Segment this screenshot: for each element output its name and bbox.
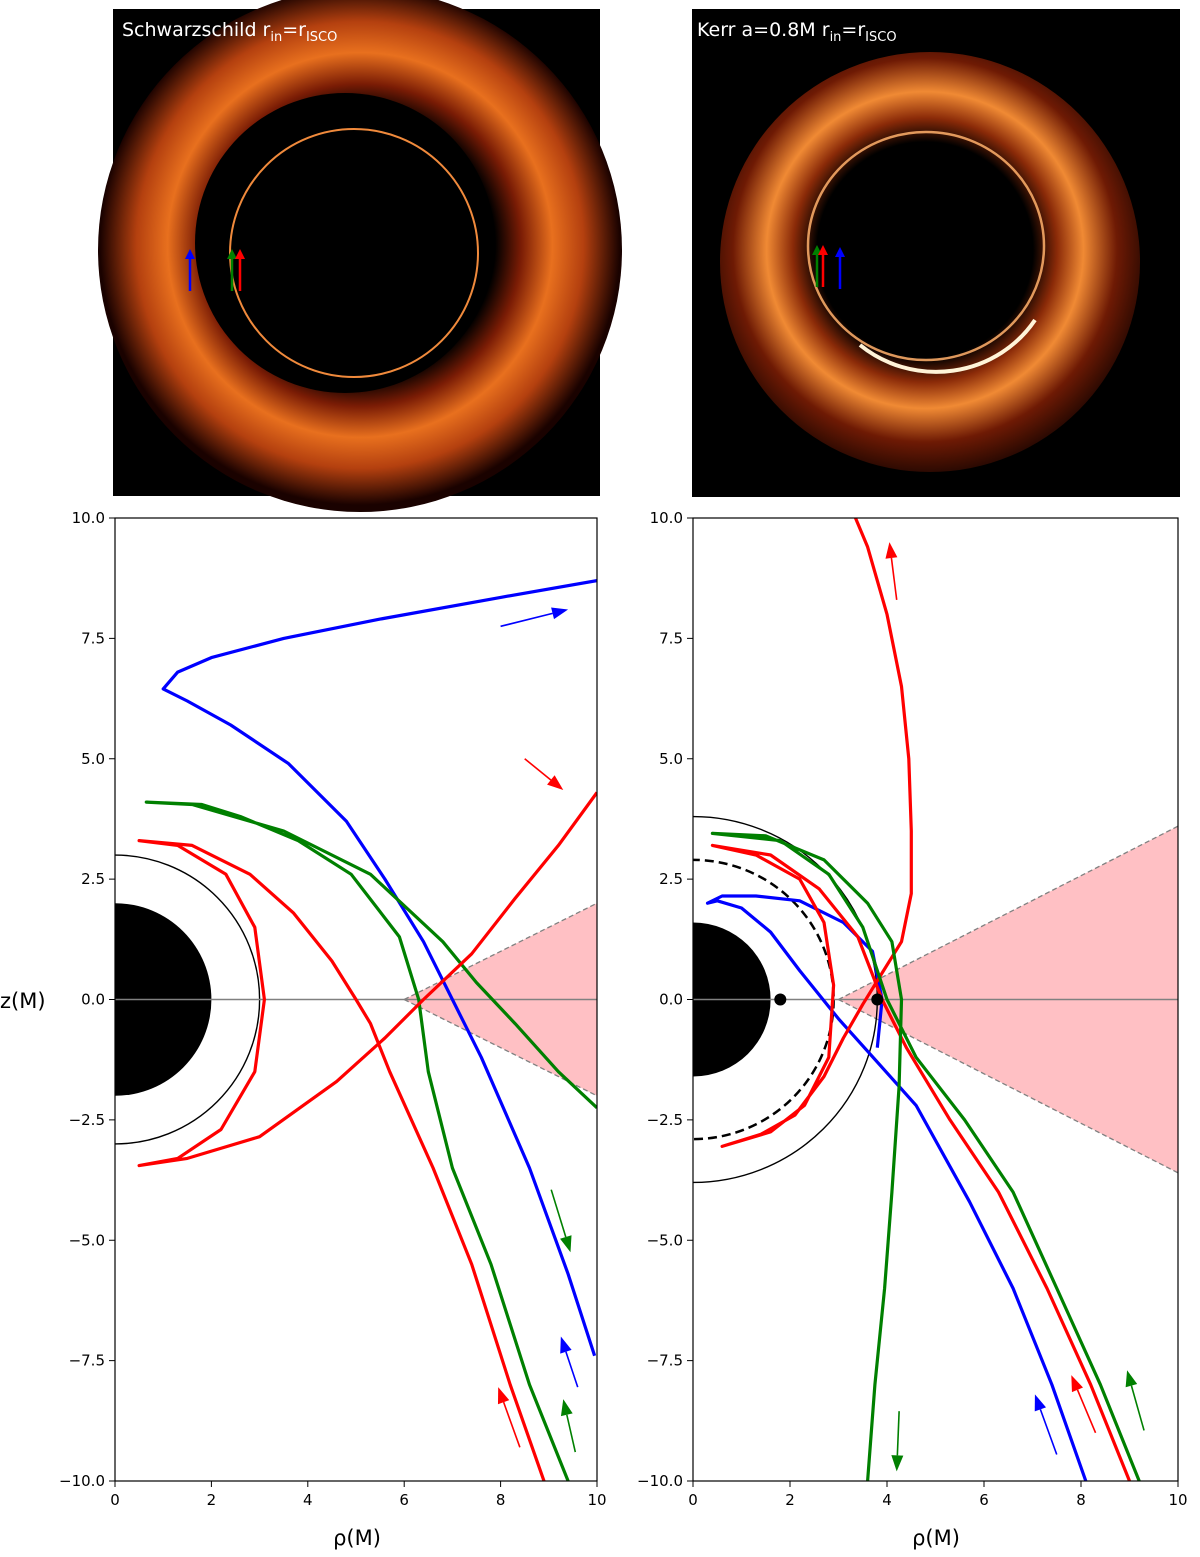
marker-arrows-right	[812, 245, 845, 289]
direction-arrowhead-green	[560, 1399, 573, 1417]
image-panel-schwarzschild: Schwarzschild rin=rISCO	[98, 0, 622, 512]
plot-area	[115, 579, 597, 1481]
direction-arrowhead-blue	[551, 607, 569, 620]
marker-arrowhead-red	[235, 249, 245, 259]
image-title-schwarzschild: Schwarzschild rin=rISCO	[122, 19, 337, 45]
disk-edge-upper	[403, 902, 597, 1001]
orbit-marker	[871, 993, 884, 1006]
y-tick-label: −2.5	[647, 1111, 683, 1129]
plot-area	[693, 518, 1178, 1481]
y-tick-label: 0.0	[81, 991, 105, 1009]
direction-arrowhead-blue	[560, 1336, 572, 1354]
direction-arrow-red	[1076, 1389, 1097, 1434]
y-tick-label: −7.5	[69, 1352, 105, 1370]
orbit-marker	[774, 993, 787, 1006]
image-title-kerr: Kerr a=0.8M rin=rISCO	[697, 19, 897, 45]
y-tick-label: 10.0	[72, 509, 105, 527]
y-tick-label: −10.0	[637, 1472, 683, 1490]
x-tick-label: 2	[785, 1491, 795, 1509]
direction-arrow-green	[566, 1414, 577, 1453]
y-tick-label: 7.5	[81, 629, 105, 647]
y-tick-label: −5.0	[647, 1231, 683, 1249]
direction-arrow-green	[1130, 1385, 1145, 1431]
direction-arrow-blue	[565, 1351, 579, 1388]
direction-arrow-red	[890, 557, 898, 600]
direction-arrow-blue	[500, 612, 553, 628]
y-tick-label: −2.5	[69, 1111, 105, 1129]
ray-blue	[705, 894, 1088, 1481]
y-axis-label: z(M)	[0, 989, 46, 1013]
y-tick-label: −10.0	[59, 1472, 105, 1490]
marker-arrowhead-blue	[835, 247, 845, 257]
y-tick-label: 7.5	[659, 629, 683, 647]
axes: 0 2 4 6 8 10 −10.0 −7.5 −5.0 −2.5 0.0 2.5 5.0 7.5 10.0	[59, 509, 607, 1509]
direction-arrowhead-red	[547, 775, 564, 791]
marker-arrows-left	[185, 249, 245, 291]
ray-red	[137, 791, 597, 1481]
direction-arrow-red	[524, 758, 552, 781]
x-axis-label: ρ(M)	[912, 1526, 960, 1550]
marker-arrowhead-red	[818, 245, 828, 255]
x-tick-label: 6	[979, 1491, 989, 1509]
plot-kerr: 0 2 4 6 8 10 −10.0 −7.5 −5.0 −2.5 0.0 2.5 5.0 7.5 10.0…	[637, 509, 1188, 1550]
shadow-region	[862, 186, 1012, 336]
direction-arrowhead-green	[891, 1455, 904, 1472]
direction-arrowhead-green	[1125, 1370, 1138, 1388]
y-tick-label: −5.0	[69, 1231, 105, 1249]
direction-arrow-green	[550, 1189, 567, 1238]
y-tick-label: 2.5	[81, 870, 105, 888]
x-tick-label: 4	[882, 1491, 892, 1509]
direction-arrow-red	[502, 1401, 521, 1448]
x-tick-label: 0	[110, 1491, 120, 1509]
direction-arrowhead-green	[560, 1235, 572, 1253]
y-tick-label: 0.0	[659, 991, 683, 1009]
bright-crescent	[858, 318, 1037, 374]
direction-arrow-blue	[1039, 1409, 1058, 1455]
axes: 0 2 4 6 8 10 −10.0 −7.5 −5.0 −2.5 0.0 2.5 5.0 7.5 10.0	[637, 509, 1188, 1509]
direction-arrowhead-red	[497, 1387, 510, 1405]
direction-arrow-green	[896, 1411, 900, 1456]
x-tick-label: 0	[688, 1491, 698, 1509]
x-tick-label: 2	[207, 1491, 217, 1509]
x-tick-label: 4	[303, 1491, 313, 1509]
y-tick-label: −7.5	[647, 1352, 683, 1370]
y-tick-label: 5.0	[659, 750, 683, 768]
x-tick-label: 10	[587, 1491, 606, 1509]
photon-ring	[806, 130, 1046, 362]
x-tick-label: 6	[399, 1491, 409, 1509]
ray-green	[710, 831, 1141, 1481]
ray-green	[144, 800, 597, 1481]
y-tick-label: 2.5	[659, 870, 683, 888]
marker-arrowhead-green	[227, 249, 237, 259]
marker-arrowhead-blue	[185, 249, 195, 259]
shadow-region	[195, 93, 495, 393]
ray-red	[710, 518, 1131, 1481]
y-tick-label: 10.0	[650, 509, 683, 527]
image-panel-kerr: Kerr a=0.8M rin=rISCO	[692, 9, 1180, 497]
direction-arrowhead-blue	[1034, 1394, 1047, 1412]
y-tick-label: 5.0	[81, 750, 105, 768]
x-tick-label: 10	[1168, 1491, 1187, 1509]
x-axis-label: ρ(M)	[333, 1526, 381, 1550]
direction-arrowhead-red	[885, 542, 898, 559]
x-tick-label: 8	[1076, 1491, 1086, 1509]
x-tick-label: 8	[496, 1491, 506, 1509]
ray-blue	[161, 579, 597, 1357]
direction-arrowhead-red	[1071, 1375, 1084, 1393]
plot-schwarzschild: 0 2 4 6 8 10 −10.0 −7.5 −5.0 −2.5 0.0 2.5 5.0 7.5 10.0…	[0, 509, 607, 1550]
